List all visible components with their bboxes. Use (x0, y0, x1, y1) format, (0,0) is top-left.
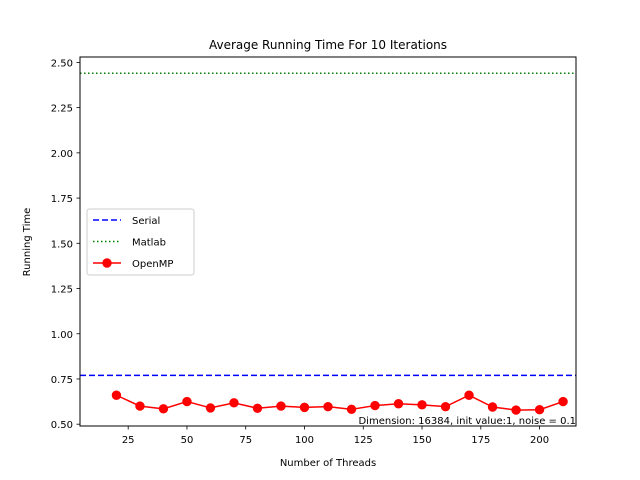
legend-label-serial: Serial (132, 216, 160, 227)
x-tick-label: 50 (181, 435, 194, 446)
plot-frame (79, 56, 577, 427)
data-point-openmp (487, 402, 498, 412)
legend-label-matlab: Matlab (132, 238, 166, 249)
chart-title: Average Running Time For 10 Iterations (209, 38, 447, 52)
y-tick-label: 1.25 (51, 285, 73, 296)
y-tick-label: 2.00 (51, 149, 73, 160)
data-point-openmp (158, 404, 169, 414)
y-tick-label: 0.50 (51, 420, 73, 431)
legend-label-openmp: OpenMP (132, 259, 173, 270)
x-tick-label: 100 (295, 435, 314, 446)
data-point-openmp (370, 400, 380, 411)
data-point-openmp (323, 401, 333, 412)
x-tick-label: 25 (122, 435, 135, 446)
y-tick-label: 2.25 (51, 104, 73, 115)
x-tick-label: 175 (471, 435, 490, 446)
data-point-openmp (182, 396, 192, 407)
y-tick-label: 0.75 (51, 375, 73, 386)
y-axis-label: Running Time (22, 208, 33, 277)
data-point-openmp (464, 390, 474, 400)
x-tick-label: 150 (412, 435, 431, 446)
x-axis-label: Number of Threads (280, 458, 376, 469)
data-point-openmp (111, 390, 122, 400)
y-tick-label: 1.50 (51, 239, 73, 250)
y-tick-label: 1.00 (51, 330, 73, 341)
legend-marker-openmp (102, 258, 112, 268)
data-point-openmp (417, 400, 427, 410)
y-tick-label: 1.75 (51, 194, 73, 205)
legend: Serial Matlab OpenMP (86, 208, 195, 276)
data-point-openmp (511, 405, 521, 415)
data-point-openmp (229, 398, 239, 408)
data-point-openmp (205, 403, 216, 413)
data-point-openmp (346, 404, 357, 415)
data-point-openmp (252, 403, 263, 413)
legend-box (86, 208, 195, 276)
plot-area (80, 72, 576, 415)
data-point-openmp (393, 399, 404, 409)
data-point-openmp (299, 402, 310, 413)
data-point-openmp (440, 401, 451, 412)
x-tick-label: 200 (530, 435, 549, 446)
x-tick-label: 125 (354, 435, 373, 446)
data-point-openmp (534, 405, 545, 415)
data-point-openmp (558, 396, 568, 407)
y-tick-label: 2.50 (51, 58, 73, 69)
data-point-openmp (135, 401, 145, 411)
y-axis: 0.50 0.75 1.00 1.25 1.50 1.75 2.00 2.25 2.50 (51, 58, 80, 431)
x-axis: 25 50 75 100 125 150 175 200 (122, 426, 549, 446)
data-point-openmp (276, 401, 286, 411)
chart-annotation: Dimension: 16384, init value:1, noise = … (358, 416, 576, 427)
x-tick-label: 75 (239, 435, 252, 446)
